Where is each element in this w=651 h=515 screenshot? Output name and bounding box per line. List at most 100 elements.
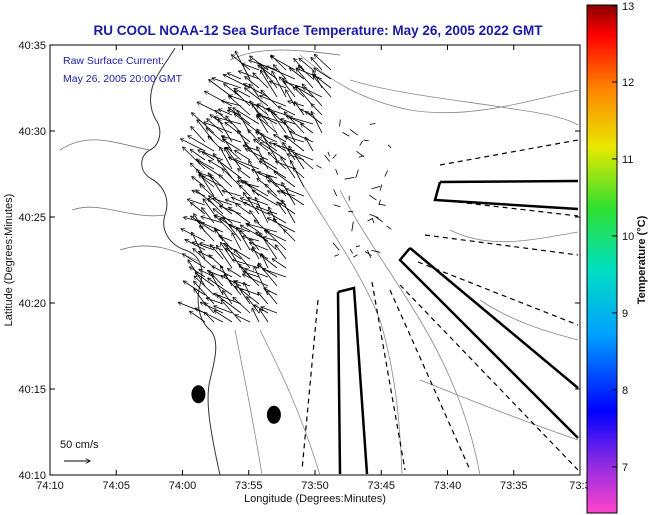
current-vector xyxy=(289,131,314,143)
current-vector xyxy=(286,189,305,197)
current-vector xyxy=(311,104,323,116)
current-vector xyxy=(206,298,224,305)
current-vector xyxy=(202,208,215,224)
current-vector xyxy=(378,203,386,206)
y-tick-label: 40:25 xyxy=(18,212,46,224)
colorbar xyxy=(586,4,618,514)
current-vector xyxy=(234,91,251,107)
current-vector xyxy=(181,139,206,152)
current-vector xyxy=(277,202,287,215)
x-tick-label: 74:05 xyxy=(102,480,130,492)
current-vector xyxy=(214,306,233,314)
y-tick-label: 40:20 xyxy=(18,298,46,310)
current-vector xyxy=(290,68,305,80)
current-vector xyxy=(266,231,287,251)
current-vector xyxy=(349,129,358,136)
current-vector xyxy=(289,146,305,170)
current-vector xyxy=(187,199,206,206)
current-vector xyxy=(264,288,278,296)
current-vector xyxy=(259,161,287,179)
current-vector xyxy=(239,185,251,197)
current-vector xyxy=(296,86,314,107)
current-vector xyxy=(305,112,323,125)
current-vector xyxy=(271,112,296,134)
current-vector xyxy=(386,225,392,230)
current-vector xyxy=(197,169,215,197)
current-vector xyxy=(200,226,215,242)
current-vector xyxy=(344,177,355,180)
current-vector xyxy=(190,311,206,323)
current-vector xyxy=(196,190,215,206)
plot-frame xyxy=(49,44,581,476)
current-vector xyxy=(274,171,296,188)
site-markers xyxy=(191,385,281,424)
colorbar-tick-label: 10 xyxy=(622,231,634,243)
current-vector xyxy=(252,190,278,206)
current-vector xyxy=(221,300,242,323)
current-vector xyxy=(223,169,242,188)
current-vector xyxy=(247,224,278,233)
current-vector xyxy=(228,96,251,116)
current-vector xyxy=(261,90,278,107)
current-vector xyxy=(212,78,242,89)
current-vector xyxy=(234,249,251,269)
current-vector xyxy=(208,198,224,215)
colorbar-tick-label: 8 xyxy=(622,385,628,397)
current-vector xyxy=(192,232,206,260)
current-vector xyxy=(213,154,233,179)
current-vector xyxy=(289,117,314,125)
current-vector xyxy=(332,154,337,159)
site-marker xyxy=(266,405,281,424)
current-vector xyxy=(194,276,215,296)
colorbar-tick-label: 9 xyxy=(622,308,628,320)
annotation-line-1: Raw Surface Current: xyxy=(63,55,164,67)
current-vector xyxy=(223,291,233,305)
current-vector xyxy=(192,113,215,134)
current-vector xyxy=(332,242,340,251)
current-vector xyxy=(229,207,251,224)
current-vector xyxy=(227,73,242,80)
current-vector xyxy=(359,140,364,146)
current-vector xyxy=(238,169,251,179)
current-vector xyxy=(226,249,242,260)
current-vector xyxy=(202,176,224,188)
current-vector xyxy=(260,159,278,170)
annotation-line-2: May 26, 2005 20:00 GMT xyxy=(63,73,183,85)
current-vector xyxy=(278,106,296,116)
current-vector xyxy=(206,128,224,143)
current-vector xyxy=(255,198,269,224)
current-vector xyxy=(356,150,365,158)
current-vector xyxy=(260,309,269,323)
current-vector xyxy=(205,91,233,107)
current-vector xyxy=(219,109,233,116)
current-vector xyxy=(378,199,381,205)
current-vector xyxy=(209,160,224,170)
current-vector xyxy=(363,139,369,142)
current-vector xyxy=(369,194,377,201)
current-vector xyxy=(200,302,224,314)
current-vector xyxy=(193,249,215,269)
current-vector xyxy=(243,193,260,215)
current-vector xyxy=(364,251,372,256)
bathymetry-contour xyxy=(239,59,403,476)
current-vector xyxy=(327,151,330,157)
current-vector xyxy=(210,245,224,260)
current-vector xyxy=(371,218,375,224)
current-vector xyxy=(305,137,314,152)
current-vector xyxy=(314,68,332,80)
current-vector xyxy=(194,289,206,305)
current-vector xyxy=(217,295,242,314)
y-axis-label: Latitude (Degrees:Minutes) xyxy=(3,194,15,327)
current-vector xyxy=(267,218,296,233)
current-vector xyxy=(213,198,233,206)
current-vector xyxy=(223,140,242,152)
colorbar-tick-label: 13 xyxy=(622,1,634,13)
current-vector xyxy=(258,263,278,287)
current-vector xyxy=(258,114,287,125)
current-vector xyxy=(219,175,233,188)
current-vector xyxy=(204,122,233,134)
current-vector xyxy=(200,185,224,206)
current-vector xyxy=(237,228,251,251)
colorbar-tick-label: 7 xyxy=(622,462,628,474)
